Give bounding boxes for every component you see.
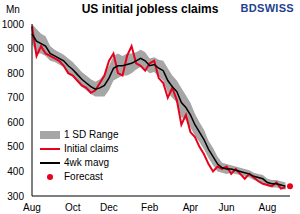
svg-text:1000: 1000	[8, 19, 24, 30]
svg-text:600: 600	[8, 117, 24, 128]
svg-text:Feb: Feb	[141, 202, 159, 213]
html-text:BDSWISS: BDSWISS	[240, 2, 294, 14]
svg-text:700: 700	[8, 92, 24, 103]
html-text:Initial claims: Initial claims	[64, 143, 119, 154]
svg-text:800: 800	[8, 68, 24, 79]
html-text:Forecast: Forecast	[64, 171, 103, 182]
svg-text:Apr: Apr	[183, 202, 199, 213]
svg-text:500: 500	[8, 141, 24, 152]
html-text:4wk mavg: 4wk mavg	[64, 157, 109, 168]
svg-text:Aug: Aug	[258, 202, 276, 213]
html-text:Mn: Mn	[6, 4, 20, 15]
svg-text:Oct: Oct	[65, 202, 81, 213]
svg-text:Aug: Aug	[23, 202, 41, 213]
svg-text:Dec: Dec	[100, 202, 118, 213]
html-text:US initial jobless claims: US initial jobless claims	[81, 2, 219, 16]
svg-text:400: 400	[8, 166, 24, 177]
svg-text:Jun: Jun	[219, 202, 235, 213]
svg-text:900: 900	[8, 43, 24, 54]
svg-text:300: 300	[8, 191, 24, 202]
html-text:1 SD Range: 1 SD Range	[64, 129, 119, 140]
